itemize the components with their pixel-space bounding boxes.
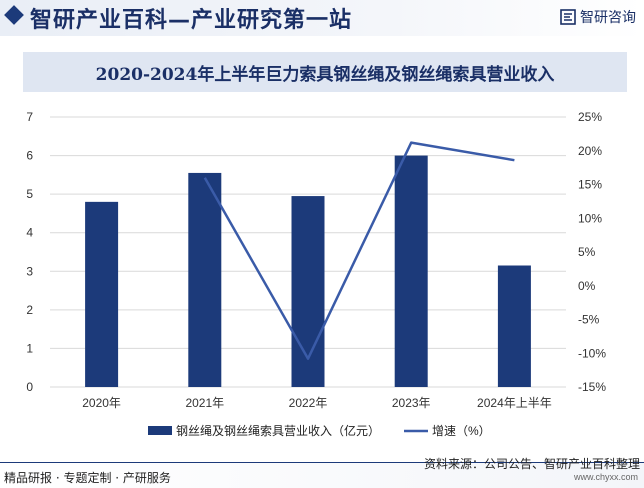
legend-line-label: 增速（%）: [432, 424, 491, 438]
x-tick-label: 2023年: [392, 396, 431, 410]
y-left-tick-label: 6: [26, 149, 33, 163]
site-url[interactable]: www.chyxx.com: [574, 472, 638, 482]
x-tick-label: 2024年上半年: [477, 396, 552, 410]
y-right-tick-label: -10%: [578, 346, 606, 360]
y-right-tick-label: 5%: [578, 245, 596, 259]
x-tick-label: 2022年: [289, 396, 328, 410]
legend-bar-label: 钢丝绳及钢丝绳索具营业收入（亿元）: [176, 423, 380, 438]
bar: [395, 156, 428, 387]
legend-bar-swatch: [148, 426, 172, 435]
y-right-tick-label: 15%: [578, 178, 602, 192]
y-left-tick-label: 0: [26, 380, 33, 394]
y-right-tick-label: -5%: [578, 313, 600, 327]
growth-line: [205, 143, 515, 359]
y-left-tick-label: 7: [26, 110, 33, 124]
chart-area: 0 1 2 3 4 5 6 7 -15% -10% -5% 0% 5% 10% 15% 20% 25% 2020年…: [0, 0, 644, 487]
y-right-tick-label: 20%: [578, 144, 602, 158]
y-right-tick-label: 25%: [578, 110, 602, 124]
bar: [85, 202, 118, 387]
y-left-tick-label: 1: [26, 341, 33, 355]
y-right-tick-label: 10%: [578, 211, 602, 225]
footer-bar: 精品研报 · 专题定制 · 产研服务 资料来源：公司公告、智研产业百科整理 ww…: [0, 462, 644, 488]
x-tick-label: 2020年: [82, 396, 121, 410]
y-right-tick-label: -15%: [578, 380, 606, 394]
footer-tagline: 精品研报 · 专题定制 · 产研服务: [4, 469, 171, 486]
x-tick-label: 2021年: [185, 396, 224, 410]
bar: [188, 173, 221, 387]
source-note: 资料来源：公司公告、智研产业百科整理: [424, 455, 640, 472]
bar: [498, 266, 531, 388]
y-right-tick-label: 0%: [578, 279, 596, 293]
y-left-tick-label: 2: [26, 303, 33, 317]
y-left-tick-label: 4: [26, 226, 33, 240]
y-left-tick-label: 5: [26, 187, 33, 201]
y-left-tick-label: 3: [26, 264, 33, 278]
